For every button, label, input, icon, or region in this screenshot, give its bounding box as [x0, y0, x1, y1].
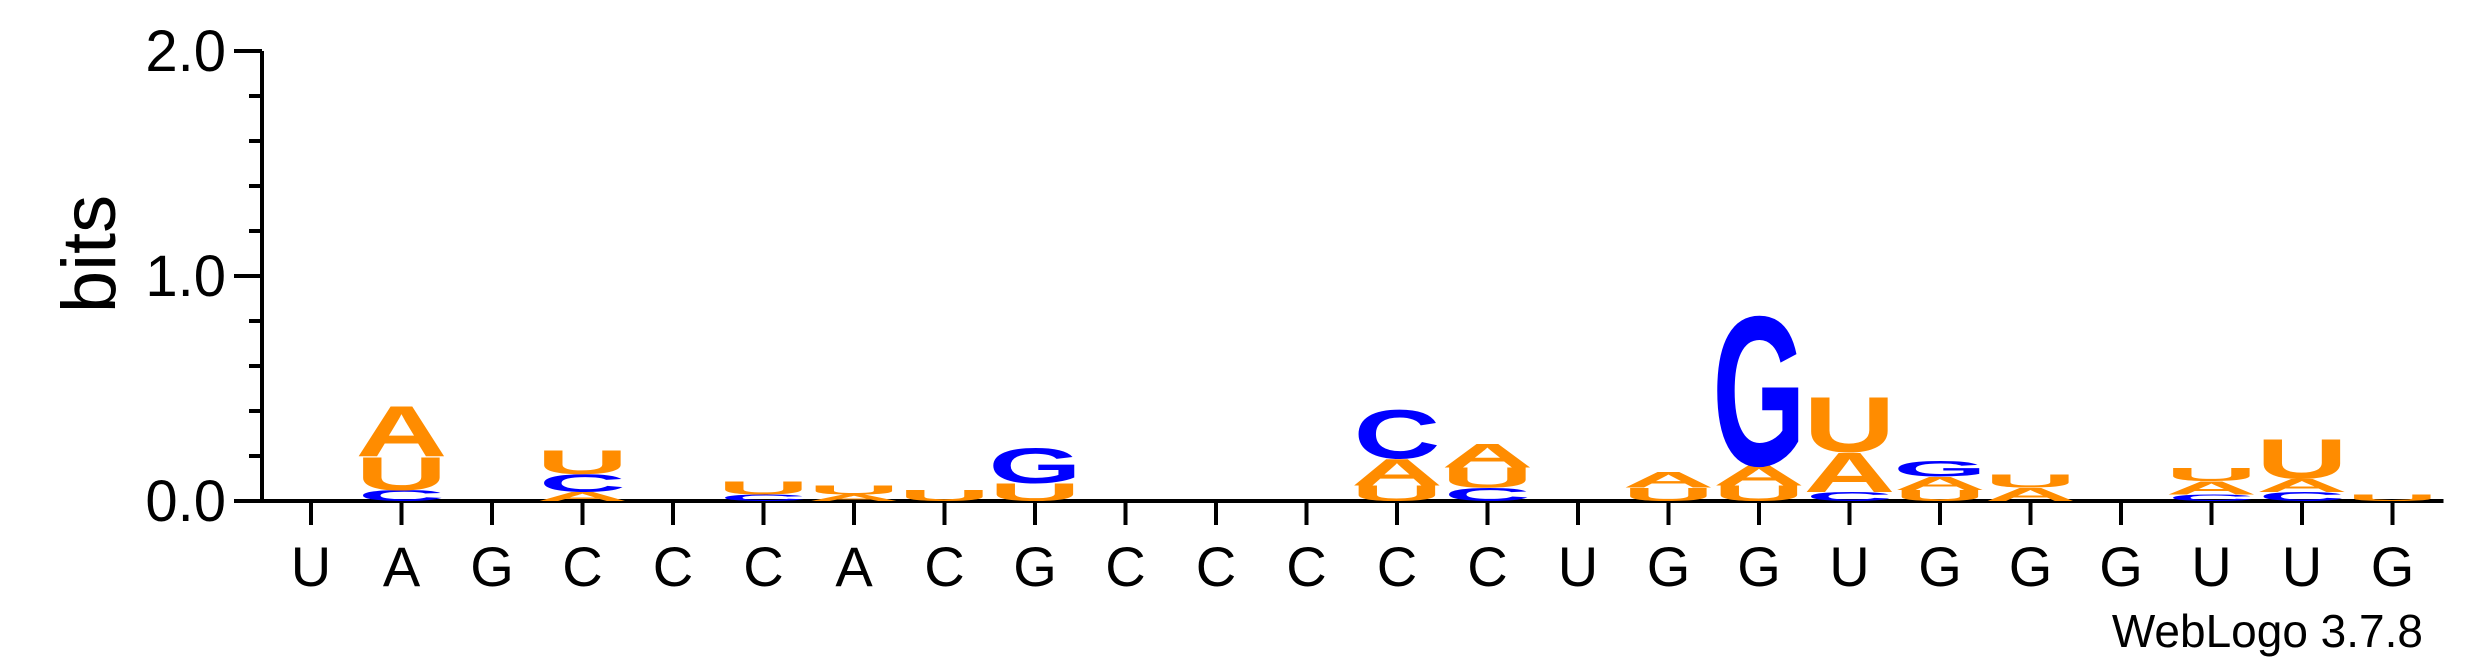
logo-letter-g: G: [988, 438, 1081, 494]
logo-letter-a: A: [1713, 460, 1805, 492]
logo-letter-c: C: [1806, 490, 1893, 504]
x-tick-label: C: [562, 535, 602, 598]
logo-letter-a: A: [1985, 484, 2077, 505]
logo-letter-c: C: [1444, 484, 1531, 505]
logo-letter-a: A: [808, 493, 900, 504]
logo-letter-a: A: [1894, 473, 1986, 494]
logo-letter-u: U: [537, 443, 629, 482]
logo-letter-c: C: [539, 470, 626, 498]
y-axis-major-ticks: 0.0 1.0 2.0: [145, 19, 262, 534]
logo-letter-u: U: [989, 479, 1081, 507]
x-tick-label: U: [291, 535, 331, 598]
x-tick-label: U: [1829, 535, 1869, 598]
x-tick-label: C: [1377, 535, 1417, 598]
x-tick-label: C: [1196, 535, 1236, 598]
y-axis-label: bits: [47, 195, 132, 313]
y-tick-label: 2.0: [145, 19, 226, 84]
logo-letter-u: U: [718, 477, 810, 498]
logo-letter-g: G: [1893, 457, 1986, 481]
logo-letter-u: U: [899, 487, 991, 505]
x-tick-label: U: [2191, 535, 2231, 598]
x-tick-label: C: [924, 535, 964, 598]
x-tick-label: C: [653, 535, 693, 598]
logo-letter-a: A: [1442, 436, 1534, 475]
x-tick-label: A: [383, 535, 421, 598]
x-tick-label: G: [1918, 535, 1962, 598]
x-tick-label: G: [1013, 535, 1057, 598]
logo-letter-c: C: [358, 487, 445, 504]
logo-letter-u: U: [1894, 487, 1986, 505]
logo-letter-a: A: [1623, 468, 1715, 493]
logo-letter-u: U: [356, 448, 448, 501]
x-tick-label: C: [1467, 535, 1507, 598]
x-tick-label: C: [743, 535, 783, 598]
x-axis-ticks: [309, 501, 2395, 525]
logo-letter-a: A: [1351, 451, 1443, 493]
x-tick-label: G: [1647, 535, 1691, 598]
logo-letter-a: A: [2166, 477, 2258, 498]
logo-letter-a: A: [1804, 441, 1896, 504]
x-tick-label: A: [835, 535, 873, 598]
x-tick-label: C: [1286, 535, 1326, 598]
logo-letter-u: U: [2347, 493, 2439, 504]
logo-letter-u: U: [1804, 381, 1896, 469]
logo-letter-c: C: [1354, 395, 1441, 473]
logo-letter-u: U: [1985, 471, 2077, 492]
logo-letter-c: C: [2168, 493, 2255, 504]
x-tick-label: C: [1105, 535, 1145, 598]
x-tick-label: U: [1558, 535, 1598, 598]
logo-letter-c: C: [2259, 490, 2346, 504]
x-tick-label: G: [470, 535, 514, 598]
logo-letter-c: C: [720, 493, 807, 504]
logo-letter-u: U: [1351, 481, 1443, 506]
logo-letter-u: U: [1442, 462, 1534, 494]
logo-letter-u: U: [808, 483, 900, 497]
logo-letter-u: U: [2256, 427, 2348, 490]
y-tick-label: 1.0: [145, 244, 226, 309]
x-tick-label: U: [2282, 535, 2322, 598]
logo-letter-u: U: [2166, 464, 2258, 485]
weblogo-credit: WebLogo 3.7.8: [2112, 605, 2423, 657]
logo-letter-a: A: [537, 490, 629, 504]
x-tick-label: G: [2099, 535, 2143, 598]
logo-letter-a: A: [356, 390, 448, 471]
x-tick-label: G: [2009, 535, 2053, 598]
logo-letter-u: U: [1713, 481, 1805, 506]
logo-letter-u: U: [1623, 484, 1715, 505]
x-tick-label: G: [2371, 535, 2415, 598]
y-tick-label: 0.0: [145, 469, 226, 534]
x-tick-label: G: [1737, 535, 1781, 598]
logo-letter-g: G: [1712, 271, 1805, 510]
logo-letter-a: A: [2256, 475, 2348, 496]
